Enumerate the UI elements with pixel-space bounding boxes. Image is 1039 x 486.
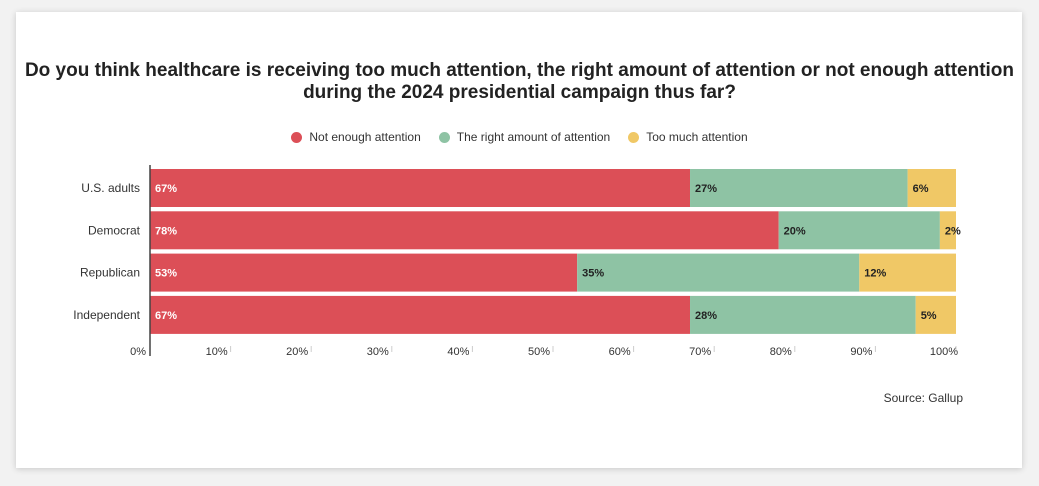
data-label-democrat-too-much-attention: 2% xyxy=(945,225,961,237)
data-label-u-s-adults-not-enough-attention: 67% xyxy=(155,183,177,195)
x-tick-label-5: 50% xyxy=(528,346,550,358)
bar-republican-too-much-attention xyxy=(859,253,956,292)
x-tick-label-8: 80% xyxy=(770,346,792,358)
bar-democrat-the-right-amount-of-attention xyxy=(778,211,940,250)
bar-republican-not-enough-attention xyxy=(150,253,578,292)
legend-item-not-enough: Not enough attention xyxy=(291,130,421,144)
category-label-u-s-adults: U.S. adults xyxy=(81,181,140,195)
data-label-u-s-adults-too-much-attention: 6% xyxy=(913,183,929,195)
chart-title: Do you think healthcare is receiving too… xyxy=(24,60,1015,103)
x-tick-label-10: 100% xyxy=(930,346,958,358)
legend-swatch-not-enough xyxy=(291,131,303,143)
bar-independent-too-much-attention xyxy=(915,295,956,334)
bar-democrat-too-much-attention xyxy=(939,211,956,250)
bar-u-s-adults-too-much-attention xyxy=(907,169,956,207)
bar-democrat-not-enough-attention xyxy=(150,211,779,250)
x-tick-label-3: 30% xyxy=(367,346,389,358)
data-label-republican-the-right-amount-of-attention: 35% xyxy=(582,268,604,280)
x-tick-label-6: 60% xyxy=(609,346,631,358)
x-tick-label-4: 40% xyxy=(447,346,469,358)
category-label-democrat: Democrat xyxy=(88,223,141,237)
bar-republican-the-right-amount-of-attention xyxy=(577,253,860,292)
category-label-independent: Independent xyxy=(73,308,140,322)
data-label-democrat-not-enough-attention: 78% xyxy=(155,225,177,237)
source-note: Source: Gallup xyxy=(883,391,963,405)
bar-independent-not-enough-attention xyxy=(150,295,691,334)
data-label-independent-not-enough-attention: 67% xyxy=(155,310,177,322)
data-label-independent-too-much-attention: 5% xyxy=(921,310,937,322)
data-label-republican-too-much-attention: 12% xyxy=(864,268,886,280)
legend-item-too-much: Too much attention xyxy=(628,130,748,144)
x-tick-label-9: 90% xyxy=(850,346,872,358)
bar-u-s-adults-the-right-amount-of-attention xyxy=(690,169,908,207)
data-label-democrat-the-right-amount-of-attention: 20% xyxy=(784,225,806,237)
data-label-independent-the-right-amount-of-attention: 28% xyxy=(695,310,717,322)
x-tick-label-7: 70% xyxy=(689,346,711,358)
legend-label-right-amount: The right amount of attention xyxy=(456,130,611,144)
legend-swatch-right-amount xyxy=(438,131,450,143)
bar-independent-the-right-amount-of-attention xyxy=(690,295,916,334)
legend-item-right-amount: The right amount of attention xyxy=(438,130,611,144)
x-tick-label-2: 20% xyxy=(286,346,308,358)
data-label-u-s-adults-the-right-amount-of-attention: 27% xyxy=(695,183,717,195)
x-tick-label-0: 0% xyxy=(130,346,146,358)
category-label-republican: Republican xyxy=(80,266,140,280)
bar-u-s-adults-not-enough-attention xyxy=(150,169,691,207)
data-label-republican-not-enough-attention: 53% xyxy=(155,268,177,280)
x-tick-label-1: 10% xyxy=(206,346,228,358)
legend-label-too-much: Too much attention xyxy=(646,130,748,144)
legend-swatch-too-much xyxy=(628,131,640,143)
legend-label-not-enough: Not enough attention xyxy=(309,130,421,144)
chart-legend: Not enough attention The right amount of… xyxy=(0,130,1039,144)
